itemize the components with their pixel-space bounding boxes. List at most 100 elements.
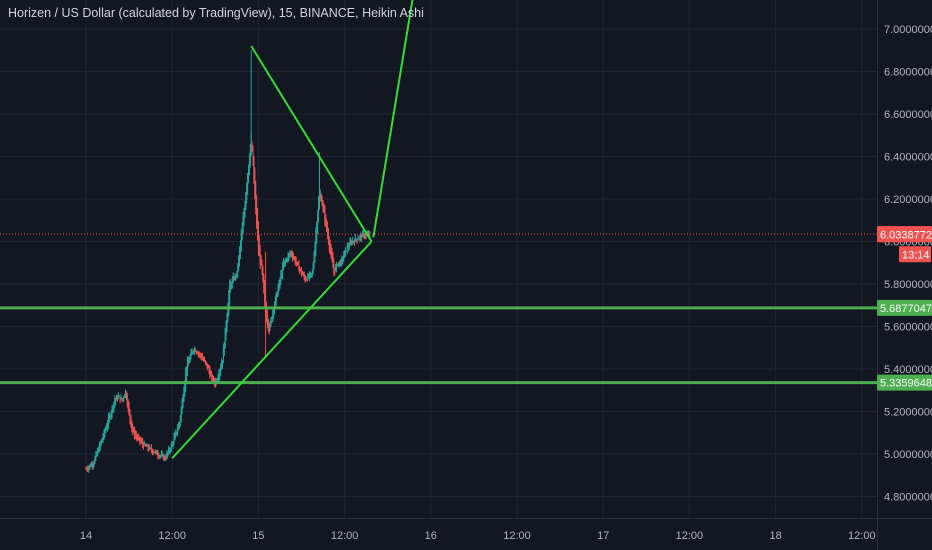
candle-body	[261, 260, 263, 272]
candle-body	[329, 243, 331, 253]
candle-body	[204, 360, 206, 364]
candle-body	[349, 241, 351, 247]
candle-body	[185, 371, 187, 389]
candle-body	[155, 450, 157, 452]
price-tag-countdown	[899, 246, 931, 263]
candle-body	[363, 233, 365, 238]
trendline-projection[interactable]	[372, 0, 416, 238]
candle-body	[310, 272, 311, 276]
candle-body	[212, 375, 214, 383]
candle-body	[116, 395, 117, 401]
candle-body	[111, 406, 113, 415]
candle-body	[195, 350, 197, 353]
candle-body	[87, 469, 89, 471]
candle-body	[280, 273, 282, 283]
candle-body	[126, 395, 128, 406]
candle-body	[228, 292, 230, 314]
candle-body	[97, 449, 99, 455]
candle-body	[108, 414, 110, 422]
candle-body	[283, 260, 285, 266]
candle-body	[279, 278, 281, 286]
candle-body	[192, 351, 194, 354]
candle-body	[319, 187, 320, 210]
candle-body	[270, 318, 272, 326]
candle-body	[137, 437, 139, 439]
candle-body	[293, 257, 295, 259]
candle-body	[234, 274, 236, 280]
candle-body	[190, 351, 192, 359]
candle-body	[292, 256, 294, 259]
candle-body	[141, 440, 143, 443]
candle-body	[154, 451, 156, 453]
candle-body	[302, 273, 304, 276]
candle-body	[134, 430, 135, 437]
candle-body	[322, 202, 324, 209]
candle-body	[198, 353, 200, 355]
candle-body	[193, 350, 195, 353]
candle-body	[125, 389, 126, 397]
candle-body	[134, 433, 136, 436]
candle-body	[184, 381, 186, 396]
candle-body	[171, 442, 173, 447]
candle-body	[191, 351, 193, 356]
candle-body	[107, 423, 108, 429]
candle-body	[204, 359, 205, 362]
candle-body	[290, 251, 292, 255]
candle-body	[145, 445, 147, 447]
x-tick-label: 14	[80, 530, 92, 542]
candle-body	[248, 164, 249, 183]
candle-body	[250, 133, 252, 155]
candle-body	[276, 292, 278, 297]
candle-body	[166, 452, 168, 459]
candle-body	[197, 352, 199, 354]
candle-body	[257, 224, 259, 253]
candle-body	[189, 355, 191, 362]
candle-body	[218, 373, 220, 379]
candle-body	[277, 286, 279, 295]
candle-body	[266, 304, 267, 322]
candle-body	[176, 431, 178, 434]
candle-body	[178, 424, 179, 431]
candle-body	[281, 272, 283, 278]
candle-body	[201, 355, 203, 360]
x-tick-label: 16	[425, 530, 437, 542]
trendline-lower[interactable]	[171, 240, 373, 459]
candle-body	[330, 247, 332, 256]
candle-body	[163, 456, 165, 458]
candle-body	[120, 398, 122, 400]
candle-body	[236, 270, 238, 277]
candle-body	[255, 183, 257, 211]
candle-body	[289, 253, 291, 256]
x-tick-label: 17	[597, 530, 609, 542]
candle-body	[256, 197, 258, 227]
candle-body	[90, 463, 92, 467]
candle-body	[287, 255, 289, 260]
candle-body	[203, 358, 205, 362]
candle-body	[285, 258, 287, 262]
candle-body	[307, 274, 309, 281]
candle-body	[153, 451, 155, 453]
candle-body	[121, 398, 123, 401]
candle-body	[273, 308, 275, 315]
candle-body	[115, 398, 117, 403]
candle-body	[326, 219, 328, 232]
trendline-upper[interactable]	[250, 45, 373, 243]
candle-body	[354, 241, 355, 243]
candle-body	[241, 224, 243, 241]
y-tick-label: 5.8000000	[884, 279, 932, 291]
y-tick-label: 5.2000000	[884, 407, 932, 419]
candle-body	[364, 235, 366, 237]
price-tag-label: 13:14	[902, 249, 930, 261]
candle-body	[219, 369, 221, 377]
candle-body	[240, 232, 242, 249]
candle-body	[333, 262, 335, 274]
candle-body	[353, 241, 355, 243]
candle-body	[140, 439, 142, 443]
candle-body	[368, 233, 370, 235]
candle-body	[351, 242, 353, 244]
candle-body	[272, 310, 274, 320]
x-tick-label: 12:00	[676, 530, 704, 542]
